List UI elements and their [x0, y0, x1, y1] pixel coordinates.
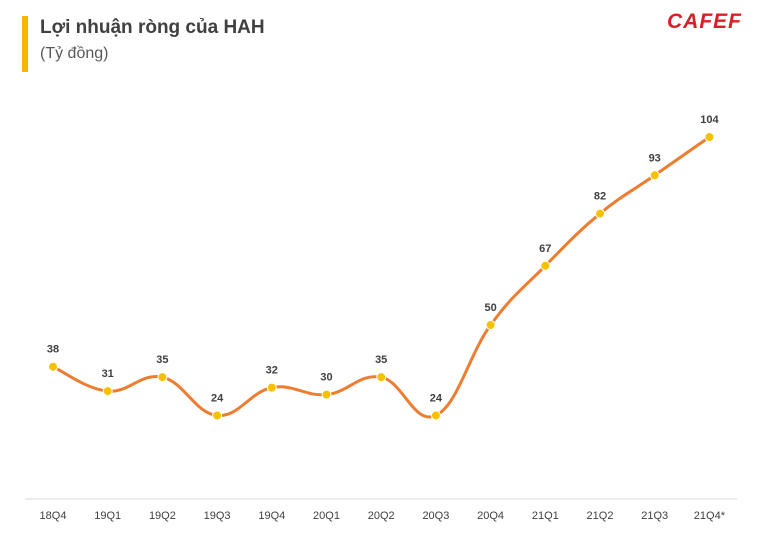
data-label: 38 [47, 344, 59, 356]
x-tick-label: 20Q2 [368, 510, 395, 522]
data-point [102, 386, 113, 397]
data-point [48, 361, 58, 372]
chart-subtitle: (Tỷ đồng) [40, 45, 109, 62]
data-point [430, 410, 441, 421]
data-label: 31 [102, 368, 114, 380]
data-label: 104 [700, 114, 719, 126]
x-tick-label: 20Q4 [477, 510, 504, 522]
x-tick-label: 21Q4* [694, 510, 726, 522]
data-label: 35 [375, 354, 387, 366]
data-label: 67 [539, 243, 551, 255]
x-tick-label: 21Q1 [532, 510, 559, 522]
cafef-logo: CAFEF [667, 10, 742, 33]
data-label: 24 [211, 392, 224, 404]
chart-title: Lợi nhuận ròng của HAH [40, 17, 265, 38]
data-point [485, 319, 496, 330]
data-label: 50 [484, 302, 496, 314]
data-point [212, 410, 223, 421]
x-tick-label: 19Q4 [258, 510, 285, 522]
data-label: 32 [266, 365, 278, 377]
data-point [704, 132, 715, 142]
x-tick-label: 21Q2 [587, 510, 614, 522]
data-label: 82 [594, 191, 606, 203]
data-point [376, 372, 387, 383]
data-label: 30 [320, 372, 332, 384]
x-tick-label: 18Q4 [40, 510, 67, 522]
data-point [157, 372, 168, 383]
data-point [649, 170, 660, 181]
x-tick-label: 19Q3 [204, 510, 231, 522]
data-label-layer: 38 31 35 24 32 30 35 24 50 67 82 93 104 [47, 114, 720, 404]
marker-layer [48, 132, 715, 421]
x-tick-layer: 18Q4 19Q1 19Q2 19Q3 19Q4 20Q1 20Q2 20Q3 20Q4 21Q1… [40, 510, 726, 522]
x-tick-label: 19Q2 [149, 510, 176, 522]
x-tick-label: 20Q1 [313, 510, 340, 522]
x-tick-label: 19Q1 [94, 510, 121, 522]
data-point [266, 382, 277, 393]
data-label: 93 [649, 152, 661, 164]
data-label: 35 [156, 354, 168, 366]
x-tick-label: 20Q3 [422, 510, 449, 522]
data-point [595, 208, 605, 219]
title-accent-bar [22, 16, 28, 72]
data-point [321, 389, 332, 400]
data-label: 24 [430, 392, 443, 404]
data-point [540, 260, 551, 271]
x-tick-label: 21Q3 [641, 510, 668, 522]
